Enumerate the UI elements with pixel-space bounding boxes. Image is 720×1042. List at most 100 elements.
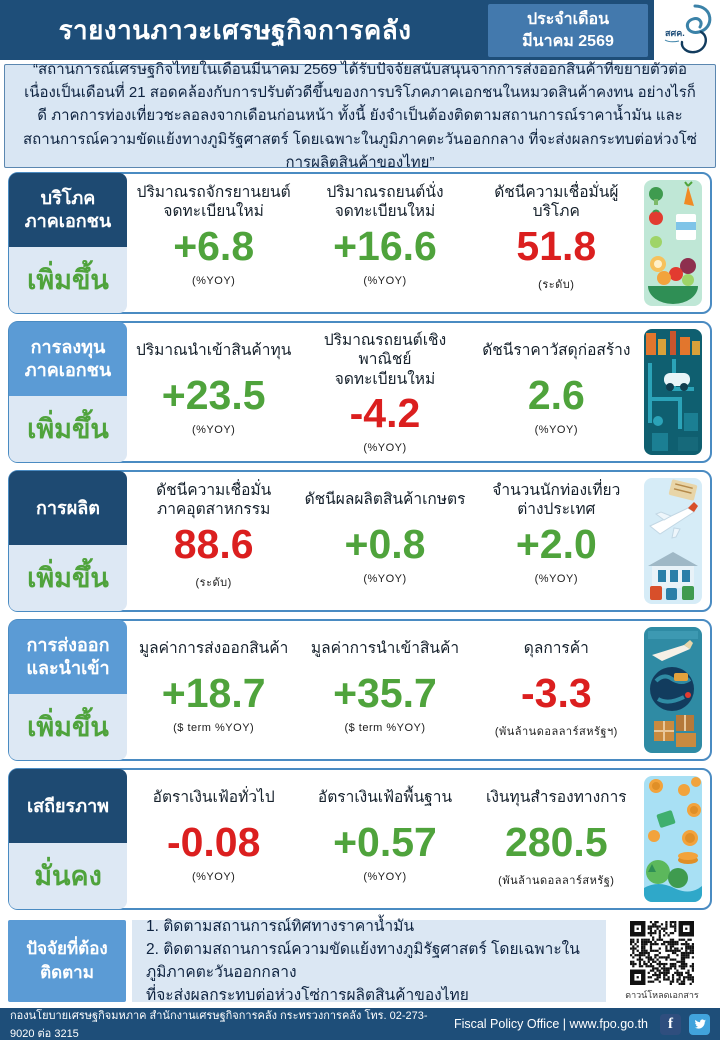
metric-unit: (ระดับ) (195, 577, 232, 590)
qr-fill (630, 920, 694, 985)
sections: บริโภค ภาคเอกชน เพิ่มขึ้น ปริมาณรถจักรยา… (0, 168, 720, 910)
metric-unit: ($ term %YOY) (344, 722, 426, 735)
metric-value: +23.5 (161, 372, 266, 418)
metric-unit: (%YOY) (191, 424, 236, 437)
metric-label: ดุลการค้า (523, 640, 589, 658)
metric: อัตราเงินเฟ้อพื้นฐาน +0.57 (%YOY) (299, 778, 470, 902)
category-box: การลงทุน ภาคเอกชน เพิ่มขึ้น (9, 322, 127, 462)
metric: ปริมาณรถจักรยานยนต์ จดทะเบียนใหม่ +6.8 (… (128, 182, 299, 306)
metric-value: +2.0 (515, 521, 597, 567)
metric-value: +16.6 (333, 223, 437, 269)
metric-label: มูลค่าการนำเข้าสินค้า (310, 640, 460, 658)
factor-item: 2. ติดตามสถานการณ์ความขัดแย้งทางภูมิรัฐศ… (146, 940, 580, 981)
metric: ปริมาณนำเข้าสินค้าทุน +23.5 (%YOY) (128, 331, 299, 455)
footer-org-text: กองนโยบายเศรษฐกิจมหภาค สำนักงานเศรษฐกิจก… (10, 1010, 428, 1040)
category-title: การผลิต (9, 471, 127, 545)
groceries-icon (644, 180, 702, 306)
twitter-icon[interactable] (689, 1013, 710, 1035)
metric-unit: (%YOY) (191, 275, 236, 288)
report-period: ประจำเดือน มีนาคม 2569 (488, 4, 648, 57)
metric: เงินทุนสำรองทางการ 280.5 (พันล้านดอลลาร์… (471, 778, 642, 902)
metric-label: จำนวนนักท่องเที่ยว ต่างประเทศ (492, 481, 621, 518)
metric-label: ปริมาณรถจักรยานยนต์ จดทะเบียนใหม่ (136, 183, 291, 220)
metric-label: ดัชนีผลผลิตสินค้าเกษตร (304, 491, 466, 509)
metric: ดัชนีความเชื่อมั่น ภาคอุตสาหกรรม 88.6 (ร… (128, 480, 299, 604)
metric: มูลค่าการนำเข้าสินค้า +35.7 ($ term %YOY… (299, 629, 470, 753)
metric-value: 51.8 (516, 223, 597, 269)
metric: ดัชนีความเชื่อมั่นผู้บริโภค 51.8 (ระดับ) (471, 182, 642, 306)
category-trend: เพิ่มขึ้น (9, 246, 127, 313)
fpo-logo-icon: สศค. (664, 4, 712, 54)
metric-unit: (%YOY) (534, 573, 578, 586)
category-title: การส่งออก และนำเข้า (9, 620, 127, 694)
metric-unit: ($ term %YOY) (173, 722, 255, 735)
metric: มูลค่าการส่งออกสินค้า +18.7 ($ term %YOY… (128, 629, 299, 753)
metric-unit: (%YOY) (363, 871, 407, 884)
metric-label: อัตราเงินเฟ้อทั่วไป (152, 789, 275, 807)
metric-unit: (%YOY) (363, 442, 407, 455)
fpo-logo: สศค. (654, 0, 720, 60)
metric: จำนวนนักท่องเที่ยว ต่างประเทศ +2.0 (%YOY… (471, 480, 642, 604)
metric-value: 88.6 (173, 521, 254, 567)
category-trend: เพิ่มขึ้น (9, 395, 127, 462)
factors-heading: ปัจจัยที่ต้อง ติดตาม (8, 920, 126, 1002)
metric-unit: (ระดับ) (538, 279, 575, 292)
category-box: การผลิต เพิ่มขึ้น (9, 471, 127, 611)
twitter-bird-icon (694, 1019, 706, 1029)
metric-label: ปริมาณนำเข้าสินค้าทุน (136, 342, 292, 360)
metric-value: +0.57 (333, 819, 437, 865)
metric-label: ดัชนีความเชื่อมั่น ภาคอุตสาหกรรม (156, 481, 272, 518)
metric: ดัชนีราคาวัสดุก่อสร้าง 2.6 (%YOY) (471, 331, 642, 455)
metric-unit: (%YOY) (534, 424, 578, 437)
metric-value: +35.7 (333, 670, 437, 716)
download-box: ดาวน์โหลดเอกสาร (612, 920, 712, 1002)
category-box: การส่งออก และนำเข้า เพิ่มขึ้น (9, 620, 127, 760)
qr-caption: ดาวน์โหลดเอกสาร (625, 989, 699, 1000)
svg-text:สศค.: สศค. (665, 28, 685, 38)
metric-unit: (พันล้านดอลลาร์สหรัฐฯ) (494, 726, 618, 739)
category-box: บริโภค ภาคเอกชน เพิ่มขึ้น (9, 173, 127, 313)
metric-unit: (%YOY) (191, 871, 236, 884)
logistics-icon (644, 627, 702, 753)
category-title: การลงทุน ภาคเอกชน (9, 322, 127, 396)
metric-label: เงินทุนสำรองทางการ (486, 789, 627, 807)
footer: กองนโยบายเศรษฐกิจมหภาค สำนักงานเศรษฐกิจก… (0, 1008, 720, 1040)
metric-value: -0.08 (166, 819, 261, 865)
header: รายงานภาวะเศรษฐกิจการคลัง ประจำเดือน มีน… (0, 0, 720, 60)
section-trade: การส่งออก และนำเข้า เพิ่มขึ้น มูลค่าการส… (8, 619, 712, 761)
metric: ดัชนีผลผลิตสินค้าเกษตร +0.8 (%YOY) (299, 480, 470, 604)
category-title: เสถียรภาพ (9, 769, 127, 843)
metric-value: +6.8 (173, 223, 255, 269)
metric-label: มูลค่าการส่งออกสินค้า (138, 640, 289, 658)
section-private-investment: การลงทุน ภาคเอกชน เพิ่มขึ้น ปริมาณนำเข้า… (8, 321, 712, 463)
metric-value: +18.7 (161, 670, 266, 716)
page-title: รายงานภาวะเศรษฐกิจการคลัง (58, 14, 412, 45)
facebook-icon[interactable]: f (660, 1013, 681, 1035)
section-stability: เสถียรภาพ มั่นคง อัตราเงินเฟ้อทั่วไป -0.… (8, 768, 712, 910)
footer-office-text: Fiscal Policy Office | www.fpo.go.th (453, 1017, 648, 1031)
metric: ปริมาณรถยนต์เชิงพาณิชย์ จดทะเบียนใหม่ -4… (299, 331, 470, 455)
metric-label: ดัชนีราคาวัสดุก่อสร้าง (482, 342, 631, 360)
metric: ดุลการค้า -3.3 (พันล้านดอลลาร์สหรัฐฯ) (471, 629, 642, 753)
section-production: การผลิต เพิ่มขึ้น ดัชนีความเชื่อมั่น ภาค… (8, 470, 712, 612)
metric-value: 280.5 (505, 819, 608, 865)
metric-unit: (พันล้านดอลลาร์สหรัฐ) (498, 875, 615, 888)
category-title: บริโภค ภาคเอกชน (9, 173, 127, 247)
metric-unit: (%YOY) (363, 275, 407, 288)
money-icon (644, 776, 702, 902)
factors-section: ปัจจัยที่ต้อง ติดตาม 1. ติดตามสถานการณ์ท… (8, 918, 712, 1004)
travel-icon (644, 478, 702, 604)
metric-label: ดัชนีความเชื่อมั่นผู้บริโภค (494, 183, 619, 220)
category-trend: เพิ่มขึ้น (9, 544, 127, 611)
section-private-consumption: บริโภค ภาคเอกชน เพิ่มขึ้น ปริมาณรถจักรยา… (8, 172, 712, 314)
qr-code (630, 920, 694, 985)
metric-label: ปริมาณรถยนต์นั่ง จดทะเบียนใหม่ (326, 183, 444, 220)
factors-list: 1. ติดตามสถานการณ์ทิศทางราคาน้ำมัน 2. ติ… (132, 918, 606, 1004)
category-box: เสถียรภาพ มั่นคง (9, 769, 127, 909)
qr-modules (630, 920, 694, 985)
period-value: มีนาคม 2569 (522, 32, 614, 50)
industry-icon (644, 329, 702, 455)
metric: อัตราเงินเฟ้อทั่วไป -0.08 (%YOY) (128, 778, 299, 902)
summary-quote: “สถานการณ์เศรษฐกิจไทยในเดือนมีนาคม 2569 … (4, 61, 716, 171)
metric-unit: (%YOY) (363, 573, 407, 586)
